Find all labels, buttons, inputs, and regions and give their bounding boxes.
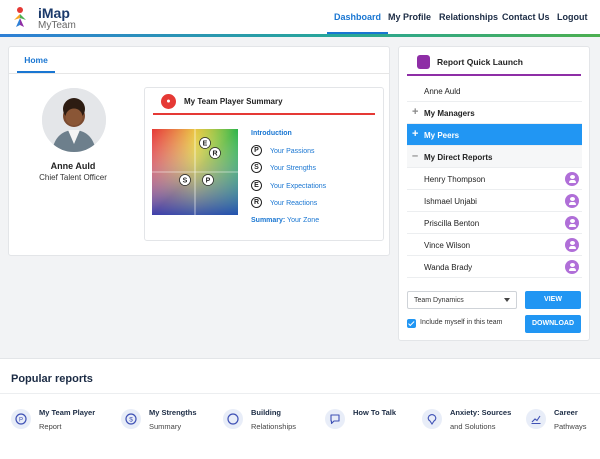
tab-home[interactable]: Home [17,47,55,73]
popular-item-line2: Report [39,422,62,431]
list-item[interactable]: Ishmael Unjabi [407,190,582,212]
chat-icon [325,409,345,429]
popular-item-line2: Summary [149,422,182,431]
expand-plus-icon: + [412,106,419,118]
team-summary-icon: ● [161,94,176,109]
list-item[interactable]: Vince Wilson [407,234,582,256]
nav-contact-us[interactable]: Contact Us [502,12,550,22]
self-label: Anne Auld [424,87,461,96]
report-quick-launch-panel: Report Quick Launch Anne Auld + My Manag… [398,46,590,341]
include-myself-label: Include myself in this team [420,319,503,326]
avatar-photo [42,88,106,152]
person-icon[interactable] [565,194,579,208]
strengths-link[interactable]: Your Strengths [270,165,317,172]
person-icon[interactable] [565,238,579,252]
report-icon [417,55,430,69]
popular-reports-section: Popular reports P My Team Player Report … [0,358,600,459]
report-name: Ishmael Unjabi [424,197,477,206]
quad-marker-e: E [203,141,208,148]
nav-my-profile[interactable]: My Profile [388,12,432,22]
person-icon[interactable] [565,216,579,230]
svg-text:$: $ [129,417,133,424]
introduction-link[interactable]: Introduction [251,130,292,137]
profile-title: Chief Talent Officer [39,173,107,182]
report-name: Priscilla Benton [424,219,480,228]
top-navbar: iMap MyTeam Dashboard My Profile Relatio… [0,0,600,37]
expectations-link[interactable]: Your Expectations [270,183,327,190]
report-name: Wanda Brady [424,263,473,272]
reactions-link[interactable]: Your Reactions [270,200,318,207]
nav-dashboard[interactable]: Dashboard [326,12,389,34]
zone-bold: Summary: [251,217,286,224]
report-type-value: Team Dynamics [414,297,464,304]
zone-text: Your Zone [285,217,320,224]
person-icon[interactable] [565,260,579,274]
quick-launch-underline [407,74,581,76]
report-name: Henry Thompson [424,175,486,184]
list-item[interactable]: Henry Thompson [407,168,582,190]
expand-plus-icon: + [412,128,419,140]
summary-zone-link[interactable]: Summary: Your Zone [251,217,319,224]
list-item[interactable]: Wanda Brady [407,256,582,278]
section-my-managers[interactable]: + My Managers [407,102,582,124]
team-player-summary-card: ● My Team Player Summary [144,87,384,241]
perspective-quadrant-chart[interactable]: E R S P [152,129,238,215]
report-name: Vince Wilson [424,241,471,250]
profile-name: Anne Auld [50,161,96,171]
card-divider [9,73,389,74]
popular-item-line1: My Strengths [149,408,197,417]
chart-icon [526,409,546,429]
home-card: Home Anne Auld Chief Talent Officer ● My… [8,46,390,256]
expectations-letter-icon: E [251,180,262,191]
brand-line2: MyTeam [38,20,76,31]
view-button[interactable]: VIEW [525,291,581,309]
reactions-letter-icon: R [251,197,262,208]
person-icon[interactable] [565,172,579,186]
popular-item-line1: Building [251,408,281,417]
popular-item-line1: My Team Player [39,408,96,417]
svg-text:P: P [19,418,23,424]
brand-line1: iMap [38,5,70,21]
popular-item-line2: Relationships [251,422,297,431]
brain-icon [422,409,442,429]
section-my-peers[interactable]: + My Peers [407,124,582,146]
nav-logout[interactable]: Logout [557,12,588,22]
quad-marker-s: S [183,178,188,185]
brand-logo[interactable]: iMap MyTeam [11,4,81,31]
logo-mark-icon [14,7,26,27]
managers-label: My Managers [424,109,475,118]
avatar [42,88,106,152]
peers-label: My Peers [424,131,460,140]
collapse-minus-icon: – [412,150,419,162]
summary-title: My Team Player Summary [184,97,283,106]
popular-reports-title: Popular reports [11,373,93,385]
list-item[interactable]: Priscilla Benton [407,212,582,234]
passions-link[interactable]: Your Passions [270,148,315,155]
passions-letter-icon: P [251,145,262,156]
strengths-letter-icon: S [251,162,262,173]
quad-marker-r: R [212,151,217,158]
nav-gradient-bar [0,34,600,37]
list-item-self[interactable]: Anne Auld [407,80,582,102]
popular-item-line1: Career [554,408,578,417]
report-type-select[interactable]: Team Dynamics [407,291,517,309]
ring-icon [223,409,243,429]
download-button[interactable]: DOWNLOAD [525,315,581,333]
popular-divider [0,393,600,394]
direct-reports-label: My Direct Reports [424,153,493,162]
chevron-down-icon [504,298,510,302]
popular-item-line2: and Solutions [450,422,496,431]
section-my-direct-reports[interactable]: – My Direct Reports [407,146,582,168]
circle-p-icon: P [11,409,31,429]
popular-item-line1: Anxiety: Sources [450,408,512,417]
quick-launch-title: Report Quick Launch [437,57,523,67]
nav-relationships[interactable]: Relationships [439,12,499,22]
popular-item-line1: How To Talk [353,408,397,417]
quad-marker-p: P [206,178,211,185]
dollar-icon: $ [121,409,141,429]
popular-item-line2: Pathways [554,422,587,431]
summary-underline [153,113,375,115]
include-myself-checkbox[interactable] [407,319,416,328]
